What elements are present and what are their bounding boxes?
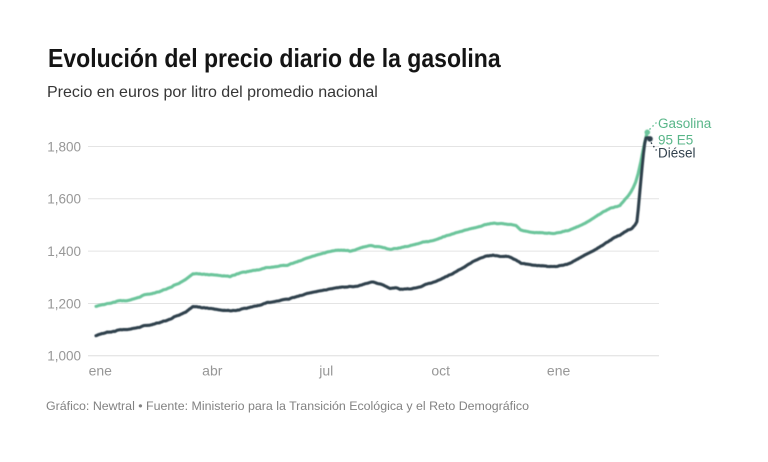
svg-text:Gasolina: Gasolina (658, 116, 712, 131)
svg-text:1,800: 1,800 (47, 139, 81, 154)
svg-text:1,000: 1,000 (47, 349, 81, 364)
svg-text:ene: ene (89, 362, 113, 378)
svg-text:Diésel: Diésel (658, 145, 696, 160)
svg-text:95 E5: 95 E5 (658, 132, 693, 147)
svg-text:1,600: 1,600 (47, 192, 81, 207)
svg-text:abr: abr (202, 362, 223, 378)
svg-text:1,200: 1,200 (47, 296, 81, 311)
svg-text:jul: jul (318, 362, 333, 378)
svg-text:1,400: 1,400 (47, 244, 81, 259)
svg-text:ene: ene (547, 362, 571, 378)
svg-text:oct: oct (431, 362, 450, 378)
